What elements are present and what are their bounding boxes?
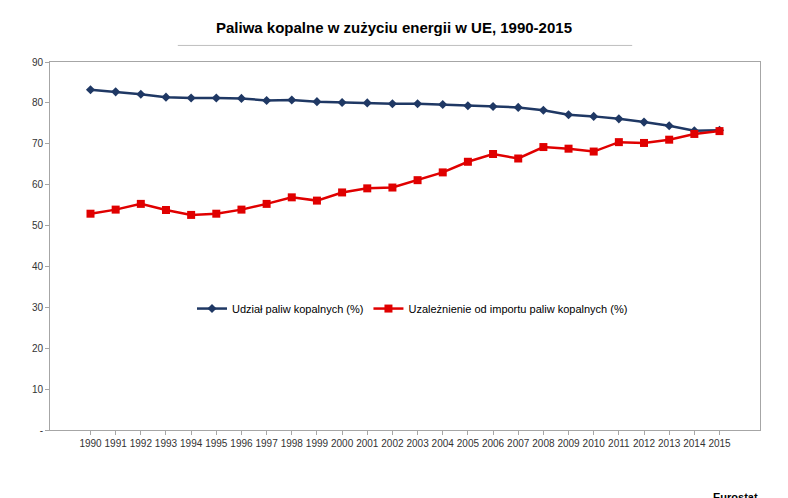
svg-text:1990: 1990	[79, 438, 102, 449]
svg-text:2005: 2005	[457, 438, 480, 449]
svg-text:Udział paliw kopalnych (%): Udział paliw kopalnych (%)	[232, 303, 363, 315]
svg-text:60: 60	[32, 179, 44, 190]
svg-text:2002: 2002	[381, 438, 404, 449]
svg-text:Uzależnienie od importu paliw: Uzależnienie od importu paliw kopalnych …	[408, 303, 627, 315]
svg-text:2004: 2004	[432, 438, 455, 449]
svg-text:1991: 1991	[105, 438, 128, 449]
svg-text:2014: 2014	[683, 438, 706, 449]
svg-text:50: 50	[32, 220, 44, 231]
svg-text:80: 80	[32, 97, 44, 108]
svg-text:1994: 1994	[180, 438, 203, 449]
svg-text:2012: 2012	[633, 438, 656, 449]
svg-text:2008: 2008	[532, 438, 555, 449]
svg-text:1997: 1997	[255, 438, 278, 449]
svg-text:1993: 1993	[155, 438, 178, 449]
svg-text:30: 30	[32, 302, 44, 313]
svg-text:40: 40	[32, 261, 44, 272]
svg-text:20: 20	[32, 343, 44, 354]
svg-text:2001: 2001	[356, 438, 379, 449]
svg-text:1995: 1995	[205, 438, 228, 449]
svg-text:2013: 2013	[658, 438, 681, 449]
svg-text:1992: 1992	[130, 438, 153, 449]
svg-text:2009: 2009	[557, 438, 580, 449]
svg-text:1996: 1996	[230, 438, 253, 449]
svg-text:2011: 2011	[608, 438, 630, 449]
svg-text:1998: 1998	[281, 438, 304, 449]
svg-text:1999: 1999	[306, 438, 329, 449]
svg-text:-: -	[40, 425, 43, 436]
svg-text:10: 10	[32, 384, 44, 395]
svg-text:2007: 2007	[507, 438, 530, 449]
svg-text:2010: 2010	[583, 438, 606, 449]
svg-text:2003: 2003	[406, 438, 429, 449]
svg-text:2006: 2006	[482, 438, 505, 449]
svg-text:90: 90	[32, 57, 44, 68]
svg-text:Eurostat: Eurostat	[713, 491, 758, 498]
svg-text:Paliwa kopalne w zużyciu energ: Paliwa kopalne w zużyciu energii w UE, 1…	[216, 19, 572, 36]
svg-text:2000: 2000	[331, 438, 354, 449]
svg-text:2015: 2015	[708, 438, 731, 449]
svg-text:70: 70	[32, 138, 44, 149]
